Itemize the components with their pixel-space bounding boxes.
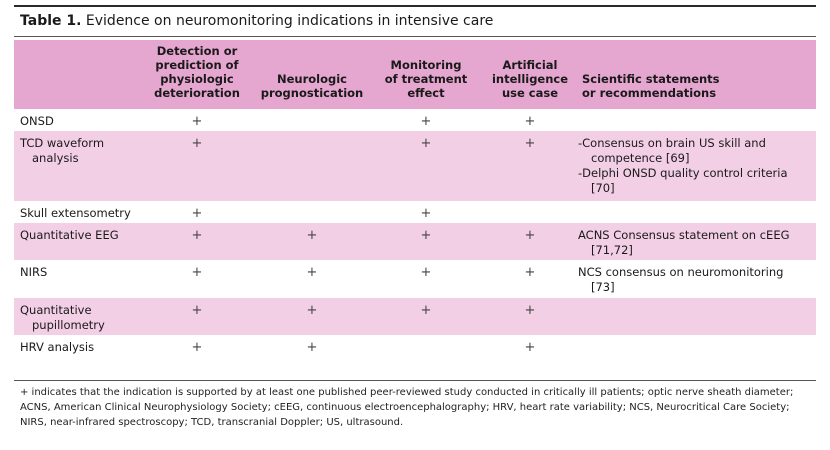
table-row: HRV analysis + + +	[14, 335, 816, 359]
header-statements: Scientific statements or recommendations	[576, 40, 816, 109]
cell-prognostication	[256, 201, 368, 223]
row-label: NIRS	[14, 260, 138, 298]
table-row: Quantitative pupillometry + + + +	[14, 298, 816, 335]
table-caption: Table 1. Evidence on neuromonitoring ind…	[20, 13, 493, 29]
cell-detection: +	[138, 223, 256, 260]
table-row: Quantitative EEG + + + + ACNS Consensus …	[14, 223, 816, 260]
cell-monitoring	[368, 335, 484, 359]
header-row: Detection or prediction of physiologic dete…	[14, 40, 816, 109]
cell-monitoring: +	[368, 260, 484, 298]
cell-monitoring: +	[368, 109, 484, 131]
table-title: Evidence on neuromonitoring indications …	[85, 13, 494, 29]
cell-detection: +	[138, 131, 256, 201]
header-ai: Artificial intelligence use case	[484, 40, 576, 109]
cell-ai: +	[484, 298, 576, 335]
cell-prognostication	[256, 131, 368, 201]
cell-statements	[576, 109, 816, 131]
cell-prognostication: +	[256, 223, 368, 260]
cell-statements: NCS consensus on neuromonitoring [73]	[576, 260, 816, 298]
cell-statements	[576, 201, 816, 223]
cell-ai: +	[484, 109, 576, 131]
row-label: HRV analysis	[14, 335, 138, 359]
cell-ai: +	[484, 335, 576, 359]
bottom-rule	[14, 380, 816, 381]
cell-prognostication: +	[256, 298, 368, 335]
cell-ai: +	[484, 223, 576, 260]
cell-detection: +	[138, 201, 256, 223]
row-label: Skull extensometry	[14, 201, 138, 223]
cell-ai: +	[484, 131, 576, 201]
cell-prognostication	[256, 109, 368, 131]
statement: NCS consensus on neuromonitoring	[578, 265, 784, 279]
cell-monitoring: +	[368, 131, 484, 201]
table-row: Skull extensometry + +	[14, 201, 816, 223]
cell-statements	[576, 298, 816, 335]
statement: -Delphi ONSD quality control criteria	[578, 166, 788, 180]
cell-detection: +	[138, 109, 256, 131]
cell-monitoring: +	[368, 223, 484, 260]
row-label: Quantitative EEG	[14, 223, 138, 260]
cell-detection: +	[138, 260, 256, 298]
cell-prognostication: +	[256, 260, 368, 298]
cell-monitoring: +	[368, 298, 484, 335]
cell-monitoring: +	[368, 201, 484, 223]
row-label: Quantitative pupillometry	[14, 298, 138, 335]
cell-ai	[484, 201, 576, 223]
statement: ACNS Consensus statement on cEEG	[578, 228, 790, 242]
cell-ai: +	[484, 260, 576, 298]
table-row: TCD waveform analysis + + + -Consensus on…	[14, 131, 816, 201]
statement: -Consensus on brain US skill and	[578, 136, 766, 150]
header-indication	[14, 40, 138, 109]
cell-prognostication: +	[256, 335, 368, 359]
cell-statements: -Consensus on brain US skill and compete…	[576, 131, 816, 201]
caption-rule	[14, 36, 816, 37]
table-footnote: + indicates that the indication is suppo…	[20, 387, 794, 428]
table-label: Table 1.	[20, 13, 82, 29]
cell-detection: +	[138, 298, 256, 335]
cell-statements	[576, 335, 816, 359]
header-prognostication: Neurologic prognostication	[256, 40, 368, 109]
cell-statements: ACNS Consensus statement on cEEG [71,72]	[576, 223, 816, 260]
header-detection: Detection or prediction of physiologic dete…	[138, 40, 256, 109]
table-row: ONSD + + +	[14, 109, 816, 131]
row-label: ONSD	[14, 109, 138, 131]
cell-detection: +	[138, 335, 256, 359]
row-label: TCD waveform analysis	[14, 131, 138, 201]
header-monitoring: Monitoring of treatment effect	[368, 40, 484, 109]
top-rule	[14, 5, 816, 7]
table-row: NIRS + + + + NCS consensus on neuromonit…	[14, 260, 816, 298]
evidence-table: Detection or prediction of physiologic dete…	[14, 40, 816, 359]
